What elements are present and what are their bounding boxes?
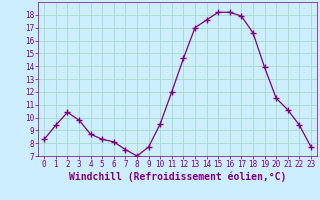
X-axis label: Windchill (Refroidissement éolien,°C): Windchill (Refroidissement éolien,°C) — [69, 172, 286, 182]
